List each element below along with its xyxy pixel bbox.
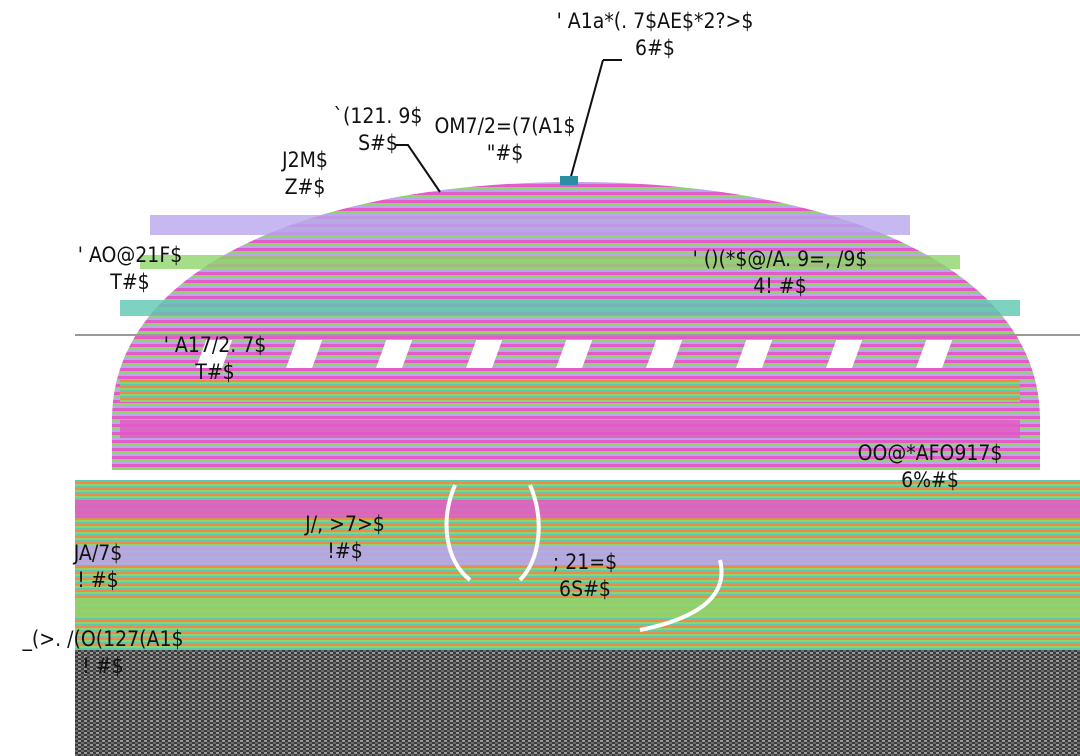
label-upper-left-a: `(121. 9$ S#$	[333, 104, 423, 155]
label-upper-left-b: J2M$ Z#$	[282, 148, 328, 199]
label-left-low: JA/7$ ! #$	[73, 541, 123, 592]
label-bottom-left: _(>. /(O(127(A1$ ! #$	[22, 627, 184, 678]
leader-line	[395, 144, 441, 193]
dome-band	[120, 420, 1020, 438]
label-left-band: ' A17/2. 7$ T#$	[163, 333, 267, 384]
white-curve	[444, 484, 472, 582]
white-curve	[518, 484, 541, 582]
dome-band	[140, 255, 960, 269]
base-band	[75, 545, 1080, 565]
dome-band	[120, 300, 1020, 316]
label-top-right: ' A1a*(. 7$AE$*2?>$ 6#$	[556, 9, 754, 60]
label-center: ; 21=$ 6S#$	[552, 550, 618, 601]
noise-region	[75, 650, 1080, 756]
base-band	[75, 600, 1080, 616]
dome-band	[150, 215, 910, 235]
label-upper-center: OM7/2=(7(A1$ "#$	[434, 114, 576, 165]
white-curve	[639, 559, 724, 632]
label-right-lower: OO@*AFO917$ 6%#$	[857, 441, 1003, 492]
base-band	[75, 500, 1080, 518]
leader-line	[569, 59, 604, 181]
label-right-mid: ' ()(*$@/A. 9=, /9$ 4! #$	[692, 247, 868, 298]
dome-band	[120, 380, 1020, 402]
label-center-left: J/, >7>$ !#$	[305, 512, 385, 563]
white-dashes	[196, 340, 953, 368]
leader-target	[560, 176, 578, 185]
label-left-mid: ' AO@21F$ T#$	[77, 243, 183, 294]
